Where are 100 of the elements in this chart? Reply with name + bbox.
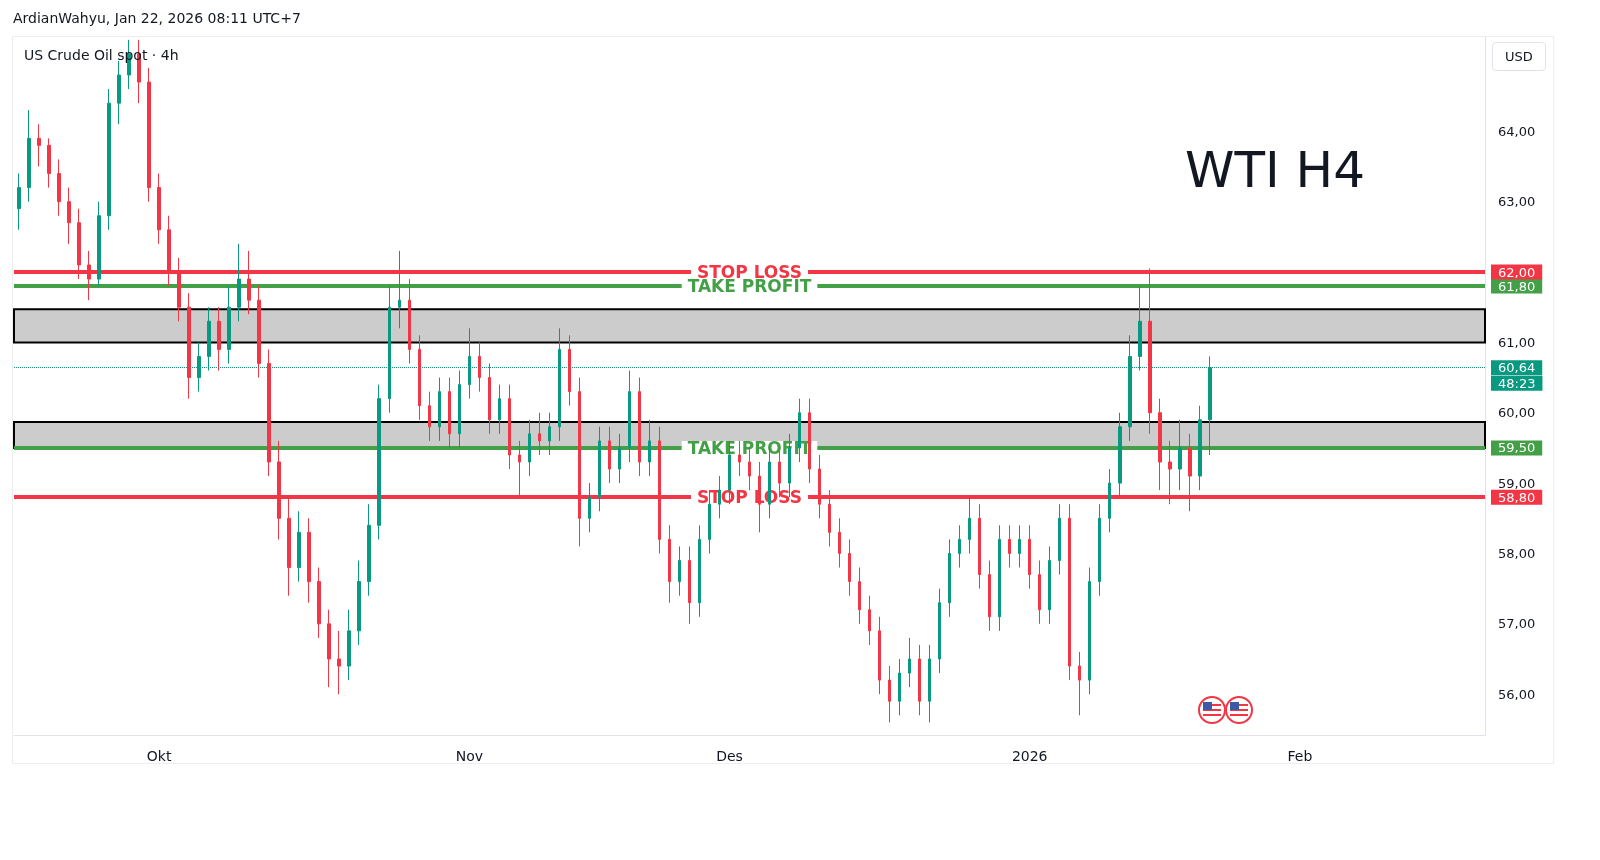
- candlestick: [488, 362, 491, 435]
- candlestick: [648, 419, 651, 477]
- candlestick: [1108, 468, 1111, 533]
- candlestick: [688, 545, 691, 625]
- annotation: WTI H4: [1185, 141, 1366, 199]
- candlestick: [498, 384, 501, 435]
- candlestick: [418, 334, 421, 421]
- candlestick: [678, 545, 681, 597]
- y-axis-title: USD: [1492, 42, 1546, 71]
- candlestick: [428, 391, 431, 442]
- candlestick: [157, 173, 161, 245]
- candlestick: [1158, 398, 1162, 491]
- candlestick: [618, 433, 621, 484]
- candlestick: [267, 348, 271, 477]
- y-tick-label: 59,00: [1498, 475, 1536, 491]
- y-tick-label: 57,00: [1498, 616, 1536, 632]
- candlestick: [598, 426, 601, 512]
- candlestick: [928, 644, 931, 723]
- candlestick: [538, 412, 541, 456]
- candlestick: [838, 517, 841, 569]
- candlestick: [227, 285, 231, 364]
- candlestick: [398, 250, 401, 329]
- candlestick: [868, 595, 871, 646]
- candlestick: [568, 334, 571, 407]
- candlestick: [57, 158, 61, 217]
- candlestick: [858, 567, 861, 625]
- candlestick: [147, 67, 151, 203]
- chart-subtitle: ArdianWahyu, Jan 22, 2026 08:11 UTC+7: [13, 10, 301, 26]
- y-tick-label: 64,00: [1498, 123, 1536, 139]
- candlestick: [67, 187, 71, 245]
- candlestick: [998, 524, 1001, 632]
- candlestick: [257, 285, 261, 379]
- candlestick: [27, 109, 31, 203]
- candlestick: [898, 658, 901, 716]
- candlestick: [357, 560, 361, 646]
- candlestick: [297, 510, 301, 583]
- candlestick: [968, 496, 971, 554]
- candlestick: [588, 482, 591, 533]
- candlestick: [958, 524, 961, 569]
- candlestick: [37, 123, 41, 167]
- candlestick: [1118, 412, 1122, 498]
- candlestick: [317, 567, 321, 639]
- candlestick: [528, 419, 531, 477]
- candlestick: [548, 412, 551, 456]
- candlestick: [628, 370, 631, 463]
- candlestick: [878, 616, 881, 695]
- x-tick-label: Feb: [1287, 748, 1313, 764]
- candlestick: [848, 538, 851, 597]
- x-tick-label: Nov: [455, 748, 483, 764]
- candlestick: [377, 384, 381, 540]
- candlestick: [1068, 503, 1071, 681]
- candlestick: [97, 201, 101, 287]
- y-tick-label: 60,00: [1498, 405, 1536, 421]
- candlestick: [347, 609, 351, 681]
- candlestick: [978, 503, 981, 590]
- y-tick-label: 61,80: [1498, 278, 1536, 294]
- candlestick: [478, 341, 481, 393]
- candlestick: [1088, 567, 1091, 695]
- candlestick: [438, 377, 441, 442]
- candlestick: [217, 306, 221, 372]
- candlestick: [307, 517, 311, 604]
- candlestick: [668, 524, 671, 604]
- candlestick: [107, 88, 111, 231]
- x-tick-label: Des: [716, 748, 743, 764]
- candlestick: [458, 370, 461, 449]
- x-tick-label: Okt: [146, 748, 172, 764]
- candlestick: [1018, 524, 1021, 569]
- y-tick-label: 58,80: [1498, 489, 1536, 505]
- candlestick: [938, 588, 941, 674]
- candlestick: [448, 377, 451, 449]
- y-tick-label: 63,00: [1498, 194, 1536, 210]
- candlestick: [888, 665, 891, 723]
- candlestick: [17, 173, 21, 231]
- candlestick: [988, 560, 991, 632]
- candlestick: [1058, 503, 1061, 576]
- y-tick-label: 61,00: [1498, 334, 1536, 350]
- candlestick: [327, 609, 331, 688]
- candlestick: [1098, 503, 1101, 597]
- candlestick: [918, 644, 921, 716]
- x-tick-label: 2026: [1011, 748, 1048, 764]
- candlestick: [237, 243, 241, 322]
- candlestick: [1048, 545, 1051, 625]
- candlestick: [187, 292, 191, 400]
- candlestick: [948, 538, 951, 618]
- candlestick: [1178, 419, 1182, 491]
- candlestick: [638, 377, 641, 477]
- text: 48:23: [1498, 375, 1536, 391]
- candlestick: [608, 426, 611, 484]
- candlestick: [47, 137, 51, 189]
- candlestick: [367, 503, 371, 597]
- candlestick: [1198, 405, 1202, 491]
- candlestick: [408, 278, 411, 364]
- candlestick: [1078, 651, 1081, 716]
- candlestick: [1038, 560, 1041, 625]
- candlestick: [1008, 524, 1011, 569]
- candlestick: [508, 384, 511, 470]
- y-tick-label: 58,00: [1498, 545, 1536, 561]
- candlestick: [908, 637, 911, 688]
- y-tick-label: 62,00: [1498, 264, 1536, 280]
- candlestick: [698, 524, 701, 618]
